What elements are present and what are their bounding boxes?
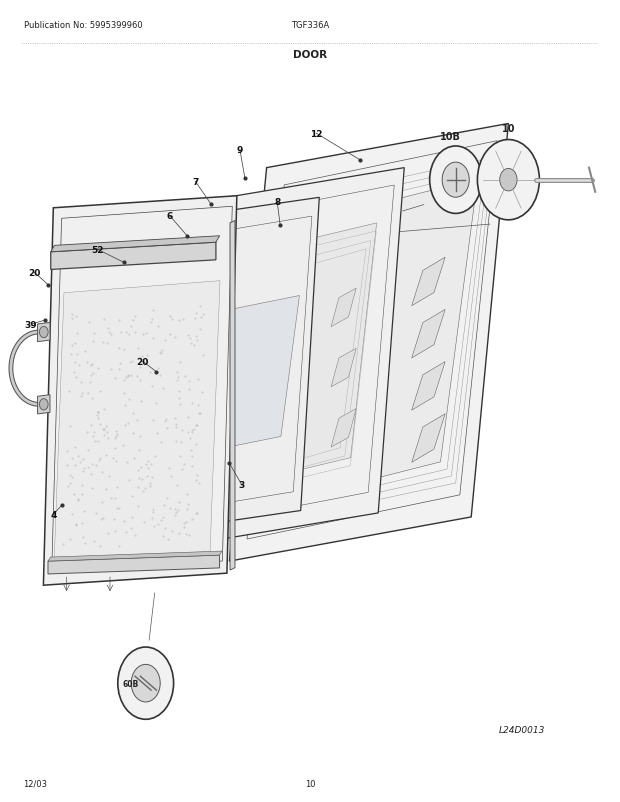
Text: 60B: 60B bbox=[122, 678, 138, 688]
Text: 20: 20 bbox=[28, 268, 40, 277]
Text: DOOR: DOOR bbox=[293, 50, 327, 59]
Text: 6: 6 bbox=[167, 212, 173, 221]
Polygon shape bbox=[243, 442, 257, 476]
Polygon shape bbox=[229, 124, 508, 561]
Polygon shape bbox=[48, 555, 219, 574]
Text: 10: 10 bbox=[305, 779, 315, 788]
Circle shape bbox=[131, 665, 160, 702]
Polygon shape bbox=[38, 395, 50, 415]
Circle shape bbox=[118, 647, 174, 719]
Text: 20: 20 bbox=[136, 357, 149, 367]
Text: TGF336A: TGF336A bbox=[291, 21, 329, 30]
Polygon shape bbox=[48, 552, 222, 561]
Circle shape bbox=[40, 327, 48, 338]
Text: 3: 3 bbox=[239, 480, 245, 490]
Text: eReplacementParts.com: eReplacementParts.com bbox=[222, 420, 348, 430]
Text: 39: 39 bbox=[25, 320, 37, 330]
Text: 12: 12 bbox=[310, 129, 322, 139]
Circle shape bbox=[442, 163, 469, 198]
Polygon shape bbox=[153, 296, 169, 319]
Polygon shape bbox=[153, 332, 169, 355]
Polygon shape bbox=[54, 282, 220, 565]
Circle shape bbox=[40, 399, 48, 411]
Text: L24D0013: L24D0013 bbox=[499, 725, 546, 734]
Circle shape bbox=[500, 169, 517, 192]
Polygon shape bbox=[230, 221, 235, 570]
Polygon shape bbox=[331, 349, 356, 387]
Polygon shape bbox=[243, 250, 257, 283]
Polygon shape bbox=[51, 237, 219, 253]
Polygon shape bbox=[331, 409, 356, 448]
Text: Publication No: 5995399960: Publication No: 5995399960 bbox=[24, 21, 142, 30]
Polygon shape bbox=[331, 289, 356, 327]
Text: 12/03: 12/03 bbox=[24, 779, 48, 788]
Polygon shape bbox=[169, 296, 299, 460]
Polygon shape bbox=[216, 224, 377, 490]
Text: 4: 4 bbox=[50, 510, 56, 520]
Polygon shape bbox=[412, 363, 445, 411]
Polygon shape bbox=[146, 198, 319, 533]
Text: 10B: 10B bbox=[440, 132, 461, 142]
Circle shape bbox=[477, 140, 539, 221]
Polygon shape bbox=[43, 196, 237, 585]
Polygon shape bbox=[267, 180, 477, 506]
Polygon shape bbox=[153, 368, 169, 391]
Text: 9: 9 bbox=[237, 146, 243, 156]
Text: 7: 7 bbox=[192, 177, 198, 187]
Polygon shape bbox=[412, 414, 445, 463]
Polygon shape bbox=[51, 243, 216, 270]
Text: 8: 8 bbox=[274, 197, 280, 207]
Text: 52: 52 bbox=[92, 245, 104, 255]
Polygon shape bbox=[38, 323, 50, 342]
Circle shape bbox=[430, 147, 482, 214]
Polygon shape bbox=[153, 404, 169, 427]
Polygon shape bbox=[412, 310, 445, 358]
Polygon shape bbox=[412, 258, 445, 306]
Polygon shape bbox=[243, 346, 257, 379]
Text: 10: 10 bbox=[502, 124, 515, 134]
Polygon shape bbox=[186, 168, 404, 545]
